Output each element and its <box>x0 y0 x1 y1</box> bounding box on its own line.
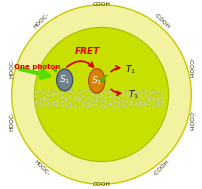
Ellipse shape <box>56 69 72 91</box>
Text: COOH: COOH <box>92 182 110 187</box>
Text: -COOH: -COOH <box>187 111 192 131</box>
Text: $S_1$: $S_1$ <box>91 74 102 87</box>
Text: One photon: One photon <box>14 64 60 70</box>
Ellipse shape <box>88 69 104 93</box>
Circle shape <box>12 5 190 184</box>
Text: -COOH: -COOH <box>152 159 170 177</box>
Text: $T_1$: $T_1$ <box>127 88 138 101</box>
Circle shape <box>34 27 168 162</box>
Text: HOOC-: HOOC- <box>32 12 50 30</box>
Text: -COOH: -COOH <box>187 58 192 78</box>
Text: COOH: COOH <box>92 2 110 7</box>
Text: HOOC-: HOOC- <box>32 159 50 177</box>
Text: HOOC-: HOOC- <box>10 111 15 131</box>
Text: FRET: FRET <box>74 47 99 57</box>
Text: -COOH: -COOH <box>152 12 170 30</box>
Text: $S_1$: $S_1$ <box>59 73 70 86</box>
Text: HOOC-: HOOC- <box>10 58 15 78</box>
Text: $T_1$: $T_1$ <box>125 64 136 76</box>
